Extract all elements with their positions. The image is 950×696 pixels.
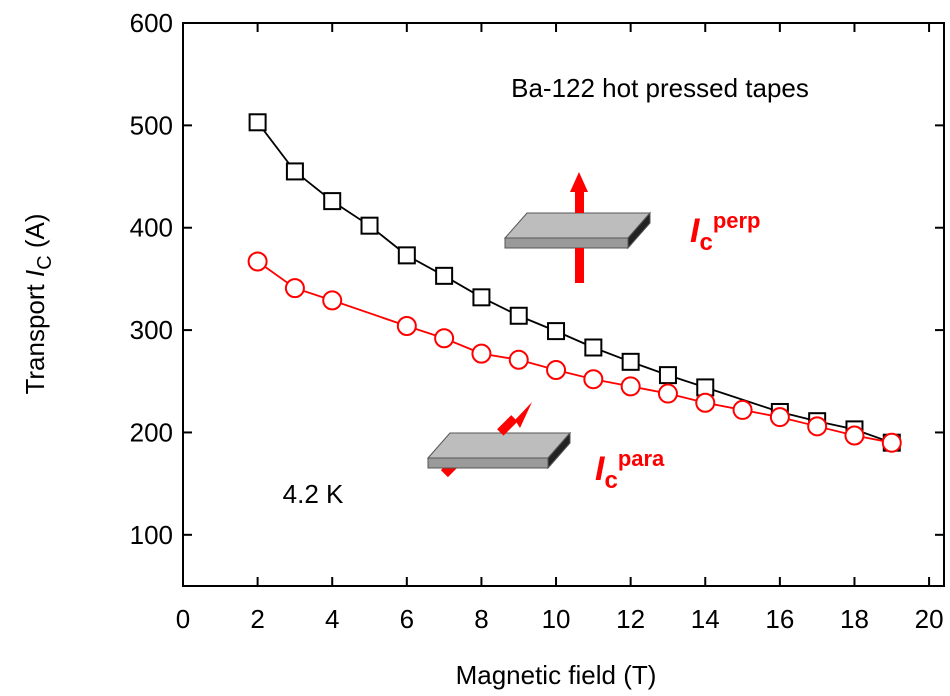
circle-marker <box>844 425 865 446</box>
square-marker <box>509 306 528 325</box>
x-tick-label: 6 <box>400 604 414 634</box>
y-tick-label: 300 <box>130 315 173 345</box>
y-tick-label: 400 <box>130 213 173 243</box>
circle-marker <box>732 399 753 420</box>
square-marker <box>621 352 640 371</box>
y-tick-label: 600 <box>130 8 173 38</box>
square-marker <box>285 162 304 181</box>
annotation-perp-sup: perp <box>713 208 761 233</box>
square-marker <box>435 266 454 285</box>
plot-frame <box>182 22 945 587</box>
x-tick-label: 20 <box>915 604 944 634</box>
y-tick-label: 500 <box>130 110 173 140</box>
annotation-perp-sub: c <box>699 229 712 256</box>
circle-marker <box>546 360 567 381</box>
x-tick-label: 2 <box>250 604 264 634</box>
y-label-unit: (A) <box>20 213 50 255</box>
y-label-part: Transport <box>20 277 50 395</box>
square-marker <box>584 338 603 357</box>
annotation-perp-symbol: I <box>690 212 701 250</box>
square-marker <box>323 192 342 211</box>
circle-marker <box>583 369 604 390</box>
annotation-temperature: 4.2 K <box>283 479 344 509</box>
series-line <box>256 121 893 444</box>
annotation-para-sup: para <box>618 446 665 471</box>
circle-marker <box>434 328 455 349</box>
square-marker <box>547 322 566 341</box>
circle-marker <box>657 383 678 404</box>
x-tick-label: 12 <box>616 604 645 634</box>
circle-marker <box>396 315 417 336</box>
circle-marker <box>322 290 343 311</box>
x-tick-label: 18 <box>840 604 869 634</box>
y-label-symbol: I <box>20 270 50 277</box>
x-tick-label: 16 <box>765 604 794 634</box>
y-tick-label: 200 <box>130 417 173 447</box>
annotation-para: Icpara <box>595 446 665 494</box>
x-tick-label: 8 <box>474 604 488 634</box>
circle-marker <box>807 416 828 437</box>
circle-marker <box>695 392 716 413</box>
circle-marker <box>508 349 529 370</box>
square-marker <box>658 366 677 385</box>
x-tick-label: 0 <box>176 604 190 634</box>
annotation-para-symbol: I <box>595 450 606 488</box>
square-marker <box>397 246 416 265</box>
x-tick-label: 4 <box>325 604 339 634</box>
circle-marker <box>881 432 902 453</box>
circle-marker <box>620 376 641 397</box>
circle-marker <box>769 407 790 428</box>
annotation-title: Ba-122 hot pressed tapes <box>511 73 809 103</box>
x-tick-label: 14 <box>691 604 720 634</box>
annotation-perp: Icperp <box>690 208 761 256</box>
square-marker <box>472 288 491 307</box>
square-marker <box>248 113 267 132</box>
circle-marker <box>284 278 305 299</box>
y-axis-label: Transport IC (A) <box>20 213 56 394</box>
y-label-sub: C <box>34 255 56 269</box>
y-tick-label: 100 <box>130 520 173 550</box>
circle-marker <box>471 343 492 364</box>
square-marker <box>360 216 379 235</box>
x-axis-label: Magnetic field (T) <box>456 660 657 690</box>
tape-para-icon <box>426 402 572 478</box>
annotation-para-sub: c <box>604 467 617 494</box>
tape-perp-icon <box>503 172 652 283</box>
x-tick-label: 10 <box>542 604 571 634</box>
circle-marker <box>247 251 268 272</box>
